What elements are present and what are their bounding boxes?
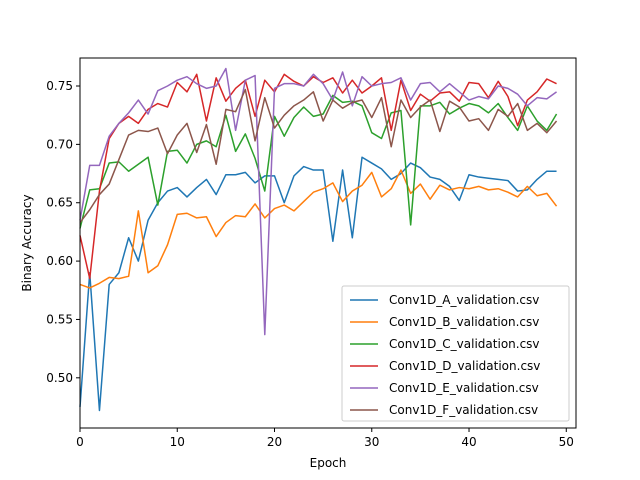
y-axis: 0.50 0.55 0.60 0.65 0.70 0.75 [46, 79, 80, 385]
x-tick-label: 30 [364, 435, 379, 449]
series-line-6 [79, 88, 558, 224]
y-tick-label: 0.60 [46, 254, 73, 268]
series-line-2 [79, 169, 558, 289]
plot-frame [79, 57, 577, 429]
x-tick-label: 40 [461, 435, 476, 449]
x-tick-label: 50 [559, 435, 574, 449]
legend-label: Conv1D_A_validation.csv [389, 293, 539, 307]
legend-items: Conv1D_A_validation.csv Conv1D_B_validati… [350, 293, 540, 417]
legend-label: Conv1D_C_validation.csv [389, 337, 540, 351]
series-line-3 [79, 94, 558, 229]
x-tick-label: 0 [76, 435, 84, 449]
series-line-5 [79, 67, 557, 336]
y-tick-label: 0.70 [46, 137, 73, 151]
y-tick-label: 0.75 [46, 79, 73, 93]
legend-label: Conv1D_B_validation.csv [389, 315, 539, 329]
y-tick-label: 0.50 [46, 371, 73, 385]
y-axis-label: Binary Accuracy [20, 194, 34, 291]
legend-box [341, 285, 570, 422]
y-tick-label: 0.55 [46, 312, 73, 326]
plot-lines [79, 67, 558, 412]
legend-label: Conv1D_E_validation.csv [389, 381, 539, 395]
legend: Conv1D_A_validation.csv Conv1D_B_validati… [341, 285, 570, 422]
x-tick-label: 10 [170, 435, 185, 449]
legend-label: Conv1D_D_validation.csv [389, 359, 540, 373]
series-line-1 [79, 156, 557, 412]
x-axis: 0 10 20 30 40 50 [76, 428, 574, 449]
y-tick-label: 0.65 [46, 196, 73, 210]
x-axis-label: Epoch [310, 456, 347, 470]
legend-label: Conv1D_F_validation.csv [389, 403, 538, 417]
x-tick-label: 20 [267, 435, 282, 449]
